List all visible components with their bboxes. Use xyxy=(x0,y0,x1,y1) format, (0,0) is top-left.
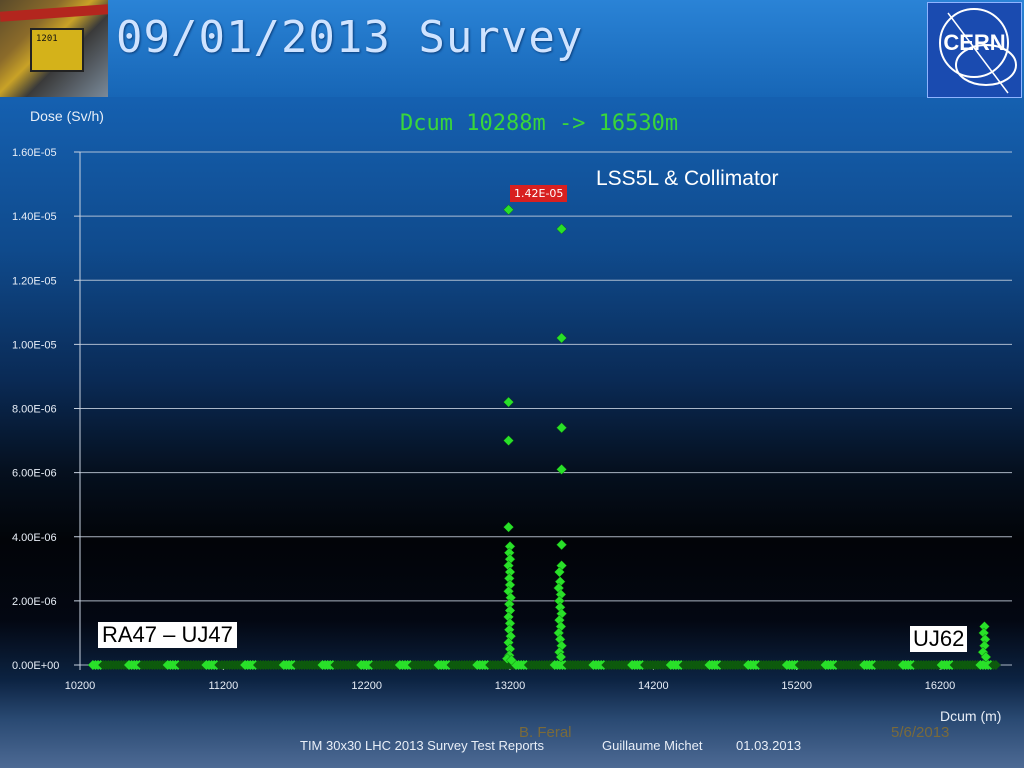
photo-device xyxy=(30,28,84,72)
y-axis-label: Dose (Sv/h) xyxy=(30,108,104,124)
data-point xyxy=(980,651,992,663)
footer-presenter: Guillaume Michet xyxy=(602,738,703,753)
data-point xyxy=(506,654,517,666)
peak-value-label: 1.42E-05 xyxy=(510,185,568,202)
chart-subtitle: Dcum 10288m -> 16530m xyxy=(400,111,679,136)
y-tick-label: 2.00E-06 xyxy=(12,596,57,608)
annotation-uj62: UJ62 xyxy=(910,626,968,652)
photo-label: 1201 xyxy=(36,34,58,44)
y-tick-label: 1.20E-05 xyxy=(12,275,57,287)
logo-text: CERN xyxy=(943,30,1006,55)
data-point xyxy=(503,204,514,216)
y-tick-label: 6.00E-06 xyxy=(12,468,57,480)
y-tick-label: 0.00E+00 xyxy=(12,660,59,672)
data-point xyxy=(503,396,514,408)
footer-slide-date: 5/6/2013 xyxy=(891,724,950,741)
data-point xyxy=(556,332,567,344)
x-tick-label: 16200 xyxy=(925,680,956,692)
slide-title: 09/01/2013 Survey xyxy=(116,12,584,63)
data-point xyxy=(556,464,567,475)
footer-date: 01.03.2013 xyxy=(736,738,802,753)
title-bar xyxy=(0,0,1024,97)
annotation-lss5l: LSS5L & Collimator xyxy=(596,167,779,190)
x-tick-label: 10200 xyxy=(65,680,96,692)
x-tick-label: 12200 xyxy=(351,680,382,692)
data-point xyxy=(556,422,567,434)
y-tick-label: 1.40E-05 xyxy=(12,211,57,223)
y-tick-label: 1.00E-05 xyxy=(12,339,57,351)
footer-report: TIM 30x30 LHC 2013 Survey Test Reports xyxy=(300,738,544,753)
annotation-ra47-uj47: RA47 – UJ47 xyxy=(98,622,237,648)
baseline-marker xyxy=(990,660,1001,670)
data-point xyxy=(556,539,567,551)
data-point xyxy=(503,435,514,446)
x-axis-label: Dcum (m) xyxy=(940,708,1002,724)
x-tick-label: 13200 xyxy=(495,680,526,692)
data-point xyxy=(503,521,514,533)
x-tick-label: 14200 xyxy=(638,680,669,692)
cern-logo: CERN xyxy=(927,2,1022,98)
x-tick-label: 15200 xyxy=(781,680,812,692)
cern-logo-rings xyxy=(939,8,1017,94)
equipment-photo: 1201 xyxy=(0,0,108,97)
data-point xyxy=(556,223,567,235)
x-tick-label: 11200 xyxy=(208,680,238,692)
data-point xyxy=(555,651,567,663)
y-tick-label: 4.00E-06 xyxy=(12,532,57,544)
y-tick-label: 1.60E-05 xyxy=(12,147,57,159)
y-tick-label: 8.00E-06 xyxy=(12,404,57,416)
footer-author: B. Feral xyxy=(519,724,572,741)
